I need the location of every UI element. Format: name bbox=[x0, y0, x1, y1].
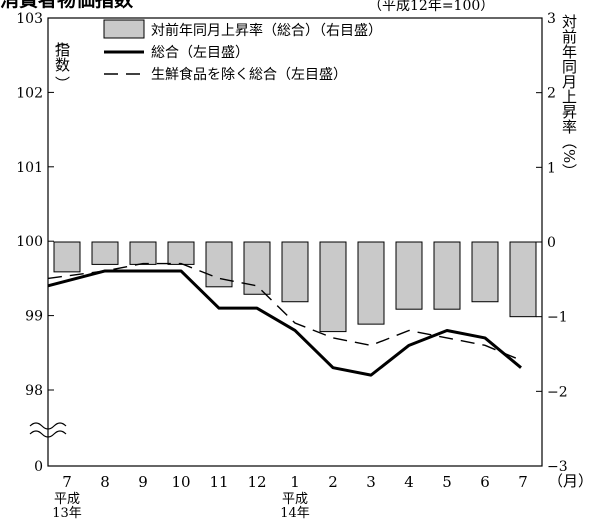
right-tick-label: 1 bbox=[547, 160, 556, 176]
series-line-overall bbox=[47, 269, 522, 377]
right-tick-label: −3 bbox=[547, 459, 568, 475]
left-tick-label: 101 bbox=[16, 160, 43, 176]
axis-break-mark bbox=[29, 422, 67, 438]
x-tick-label: 5 bbox=[442, 473, 452, 491]
legend-bar-label: 対前年同月上昇率（総合）（右目盛） bbox=[151, 22, 382, 39]
bar bbox=[433, 241, 461, 310]
bar bbox=[129, 241, 157, 265]
bar bbox=[395, 241, 423, 310]
x-tick-label: 6 bbox=[480, 473, 490, 491]
legend-solid-label: 総合（左目盛） bbox=[151, 45, 249, 61]
x-tick-label: 10 bbox=[171, 473, 190, 491]
left-tick-label: 100 bbox=[16, 234, 43, 250]
series-line-core bbox=[47, 262, 522, 361]
bar bbox=[319, 241, 347, 333]
left-axis-open-paren: ︵ bbox=[53, 33, 71, 48]
year-label: 平成 14年 bbox=[280, 492, 310, 521]
bar bbox=[91, 241, 119, 265]
right-tick-label: 3 bbox=[547, 11, 556, 27]
x-tick-label: 7 bbox=[518, 473, 528, 491]
bar bbox=[205, 241, 233, 288]
right-tick-label: 0 bbox=[547, 235, 556, 251]
bar bbox=[243, 241, 271, 295]
left-tick-label: 99 bbox=[25, 309, 43, 325]
tick-marks bbox=[48, 17, 542, 467]
legend-bar-swatch bbox=[103, 19, 145, 39]
x-unit-label: （月） bbox=[548, 472, 590, 490]
bar bbox=[281, 241, 309, 303]
right-tick-label: −2 bbox=[547, 384, 568, 400]
x-tick-label: 9 bbox=[138, 473, 148, 491]
right-tick-label: 2 bbox=[547, 86, 556, 102]
x-tick-label: 8 bbox=[100, 473, 110, 491]
x-tick-label: 1 bbox=[290, 473, 300, 491]
left-tick-label: 102 bbox=[16, 85, 43, 101]
right-tick-label: −1 bbox=[547, 310, 568, 326]
base-note: （平成12年=100） bbox=[368, 0, 494, 14]
year-label: 平成 13年 bbox=[52, 492, 82, 521]
line-series bbox=[47, 262, 522, 377]
left-tick-label: 103 bbox=[16, 11, 43, 27]
x-tick-label: 7 bbox=[62, 473, 72, 491]
x-tick-label: 11 bbox=[209, 473, 228, 491]
chart-title: 消費者物価指数 bbox=[0, 0, 134, 11]
right-axis-label: 対前年同月上昇率（%） bbox=[560, 14, 578, 178]
left-axis-close-paren: ︶ bbox=[53, 76, 71, 91]
bar bbox=[53, 241, 81, 273]
left-tick-label: 98 bbox=[25, 383, 43, 399]
left-tick-label: 0 bbox=[34, 459, 43, 475]
bar bbox=[509, 241, 537, 318]
bar bbox=[471, 241, 499, 303]
x-tick-label: 3 bbox=[366, 473, 376, 491]
x-tick-label: 2 bbox=[328, 473, 338, 491]
x-tick-label: 12 bbox=[247, 473, 266, 491]
legend: 対前年同月上昇率（総合）（右目盛） 総合（左目盛） 生鮮食品を除く総合（左目盛） bbox=[103, 19, 382, 83]
legend-dashed-label: 生鮮食品を除く総合（左目盛） bbox=[151, 66, 347, 83]
bar bbox=[167, 241, 195, 265]
bar-series bbox=[53, 241, 537, 333]
left-axis-label: 指数 bbox=[53, 42, 71, 72]
x-tick-label: 4 bbox=[404, 473, 414, 491]
bar bbox=[357, 241, 385, 325]
